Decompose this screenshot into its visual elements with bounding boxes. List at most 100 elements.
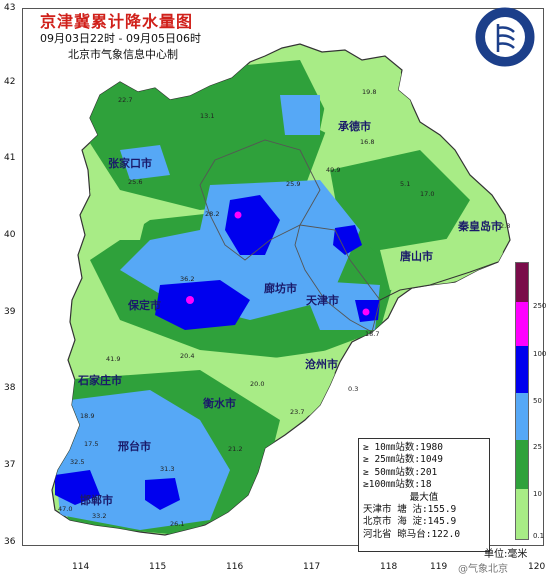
lon-tick: 115 <box>149 562 167 572</box>
station-value: 23.7 <box>290 408 305 416</box>
station-value: 32.5 <box>70 458 85 466</box>
lat-tick: 36 <box>4 537 16 547</box>
legend-tick: 250 <box>533 302 547 310</box>
legend-tick: 0.1 <box>533 532 545 540</box>
stats-line: ≥ 50㎜站数:201 <box>363 466 438 478</box>
lon-tick: 114 <box>72 562 90 572</box>
station-value: 20.0 <box>250 380 265 388</box>
rain-zone-0-10 <box>90 190 150 240</box>
city-label: 石家庄市 <box>78 374 122 387</box>
station-stats-box: ≥ 10㎜站数:1980 ≥ 25㎜站数:1049 ≥ 50㎜站数:201 ≥1… <box>358 438 490 552</box>
rain-zone-50-100 <box>155 280 250 330</box>
station-value: 28.2 <box>205 210 220 218</box>
station-value: 2.8 <box>500 222 511 230</box>
station-value: 16.8 <box>360 138 375 146</box>
station-value: 26.1 <box>170 520 185 528</box>
legend-swatch <box>516 345 528 393</box>
legend-swatch <box>516 392 528 440</box>
legend-tick: 25 <box>533 443 542 451</box>
station-value: 0.3 <box>348 385 359 393</box>
city-label: 唐山市 <box>400 250 433 263</box>
unit-label: 单位:毫米 <box>484 549 528 560</box>
city-label: 秦皇岛市 <box>458 220 502 233</box>
city-label: 衡水市 <box>203 397 236 410</box>
rain-zone-50-100 <box>225 195 280 255</box>
station-value: 33.2 <box>92 512 107 520</box>
lat-tick: 37 <box>4 460 16 470</box>
city-label: 承德市 <box>338 120 371 133</box>
lat-tick: 43 <box>4 3 16 13</box>
stats-line: ≥ 25㎜站数:1049 <box>363 454 443 466</box>
station-value: 13.1 <box>200 112 215 120</box>
stats-line: ≥ 10㎜站数:1980 <box>363 442 443 453</box>
legend-color-bar <box>515 262 529 540</box>
province-border-tianjin <box>294 224 381 333</box>
city-label: 沧州市 <box>305 358 338 371</box>
rain-zone-25-50 <box>280 95 320 135</box>
rain-zone-10-25 <box>330 150 470 255</box>
rain-zone-100-250 <box>186 296 194 304</box>
legend-tick: 10 <box>533 490 542 498</box>
coastline <box>379 261 499 301</box>
station-value: 31.3 <box>160 465 175 473</box>
stats-line: ≥100㎜站数:18 <box>363 479 432 491</box>
lat-tick: 38 <box>4 383 16 393</box>
producer-label: 北京市气象信息中心制 <box>68 48 178 61</box>
city-label: 张家口市 <box>108 157 152 170</box>
rain-zone-25-50 <box>120 145 170 180</box>
rain-zone-100-250 <box>362 308 370 316</box>
map-frame <box>22 8 544 546</box>
stats-max-line: 天津市 塘 沽:155.9 <box>363 504 457 516</box>
station-value: 25.9 <box>286 180 301 188</box>
watermark: @气象北京 <box>458 564 508 575</box>
legend-swatch <box>516 489 528 539</box>
lat-tick: 39 <box>4 307 16 317</box>
legend-swatch <box>516 263 528 302</box>
lat-tick: 40 <box>4 230 16 240</box>
city-label: 保定市 <box>128 299 161 312</box>
station-value: 18.7 <box>365 330 380 338</box>
time-range: 09月03日22时 - 09月05日06时 <box>40 32 201 45</box>
bureau-logo-icon <box>475 7 535 67</box>
legend-swatch <box>516 439 528 490</box>
lon-tick: 120 <box>528 562 546 572</box>
rain-zone-50-100 <box>55 470 100 505</box>
station-value: 19.8 <box>362 88 377 96</box>
station-value: 36.2 <box>180 275 195 283</box>
station-value: 17.5 <box>84 440 99 448</box>
station-value: 22.7 <box>118 96 133 104</box>
station-value: 17.0 <box>420 190 435 198</box>
lat-tick: 42 <box>4 77 16 87</box>
stats-max-heading: 最大值 <box>409 491 439 503</box>
stats-max-line: 河北省 晾马台:122.0 <box>363 528 461 540</box>
legend-swatch <box>516 301 528 346</box>
station-value: 41.9 <box>106 355 121 363</box>
map-title: 京津冀累计降水量图 <box>40 12 194 31</box>
province-border-beijing <box>199 139 321 261</box>
legend-tick: 50 <box>533 397 542 405</box>
city-label: 邢台市 <box>118 440 151 453</box>
rain-zone-50-100 <box>333 225 362 255</box>
lon-tick: 116 <box>226 562 244 572</box>
rain-zone-50-100 <box>145 478 180 510</box>
station-value: 18.9 <box>80 412 95 420</box>
lat-tick: 41 <box>4 153 16 163</box>
city-label: 天津市 <box>306 294 339 307</box>
rain-zone-0-10 <box>260 350 340 420</box>
station-value: 5.1 <box>400 180 411 188</box>
station-value: 47.0 <box>58 505 73 513</box>
station-value: 20.4 <box>180 352 195 360</box>
station-value: 25.6 <box>128 178 143 186</box>
lon-tick: 118 <box>380 562 398 572</box>
lon-tick: 117 <box>303 562 321 572</box>
station-value: 49.9 <box>326 166 341 174</box>
station-value: 21.2 <box>228 445 243 453</box>
rain-zone-0-10 <box>320 70 420 150</box>
city-label: 廊坊市 <box>264 282 297 295</box>
city-label: 邯郸市 <box>80 494 113 507</box>
legend-tick: 100 <box>533 350 547 358</box>
rain-zone-100-250 <box>234 211 242 219</box>
lon-tick: 119 <box>430 562 448 572</box>
stats-max-line: 北京市 海 淀:145.9 <box>363 516 457 528</box>
